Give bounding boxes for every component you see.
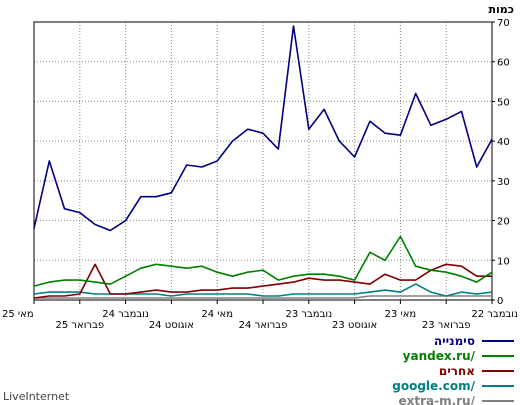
series-line	[34, 295, 492, 299]
x-tick-label: מאי 23	[385, 309, 417, 320]
y-tick-label: 50	[497, 97, 510, 108]
y-tick-label: 70	[497, 18, 510, 29]
legend-label: google.com/	[392, 379, 475, 393]
legend-label: סימנייה	[434, 334, 475, 348]
x-tick-label: נובמבר 24	[102, 309, 149, 320]
y-axis-ticks: 0 10 20 30 40 50 60 70	[492, 18, 510, 307]
legend-label: אחרים	[439, 364, 475, 378]
legend-label: yandex.ru/	[403, 349, 476, 363]
x-tick-label: אוגוסט 24	[149, 320, 194, 331]
x-tick-label: אוגוסט 23	[332, 320, 377, 331]
x-tick-label: נובמבר 22	[471, 309, 518, 320]
legend-label: extra-m.ru/	[398, 394, 475, 405]
y-tick-label: 60	[497, 58, 510, 69]
liveinternet-credit: LiveInternet	[3, 390, 70, 403]
x-tick-label: פברואר 25	[55, 320, 104, 331]
series-line	[33, 25, 493, 232]
y-tick-label: 10	[497, 256, 510, 267]
y-tick-label: 30	[497, 177, 510, 188]
series-line	[33, 263, 492, 299]
x-tick-label: נובמבר 23	[285, 309, 332, 320]
x-tick-label: פברואר 23	[422, 320, 471, 331]
y-axis-unit-label: כמות	[489, 3, 514, 16]
y-tick-label: 0	[497, 296, 503, 307]
y-tick-label: 40	[497, 137, 510, 148]
gridlines	[34, 22, 492, 300]
y-tick-label: 20	[497, 217, 510, 228]
series-lines	[33, 25, 493, 299]
x-tick-label: פברואר 24	[239, 320, 288, 331]
x-tick-label: מאי 25	[2, 309, 34, 320]
series-line	[33, 235, 493, 287]
legend: סימנייהyandex.ru/אחריםgoogle.com/extra-m…	[392, 334, 514, 405]
x-tick-label: מאי 24	[201, 309, 233, 320]
